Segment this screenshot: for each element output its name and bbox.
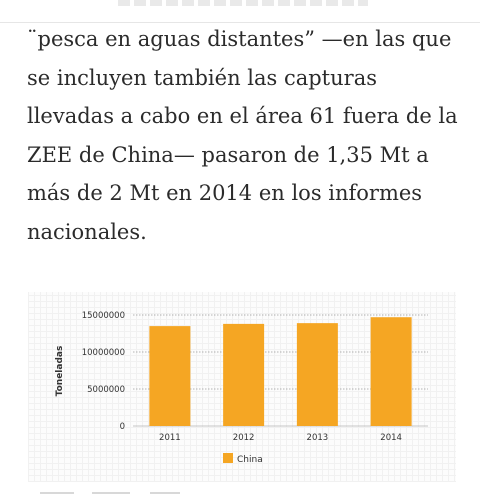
y-axis-ticks: 0 5000000 10000000 15000000 [82, 311, 125, 432]
bar-2011 [149, 326, 191, 426]
x-tick-label: 2012 [233, 433, 255, 443]
article-body: ¨pesca en aguas distantes” —en las que s… [27, 20, 467, 251]
bottom-divider [0, 488, 480, 496]
bar-chart: 0 5000000 10000000 15000000 2011 2012 2013 201… [28, 292, 456, 482]
faded-header-text [118, 0, 368, 6]
x-axis-ticks: 2011 2012 2013 2014 [159, 433, 402, 443]
bar-2014 [370, 317, 412, 426]
top-divider [0, 0, 480, 23]
y-tick-label: 5000000 [87, 385, 125, 395]
y-tick-label: 10000000 [82, 348, 125, 358]
x-tick-label: 2014 [380, 433, 402, 443]
chart-bars [149, 317, 412, 426]
article-paragraph: ¨pesca en aguas distantes” —en las que s… [27, 27, 458, 244]
y-axis-label: Toneladas [55, 346, 65, 397]
chart-legend: China [223, 453, 263, 465]
y-tick-label: 15000000 [82, 311, 125, 321]
x-tick-label: 2011 [159, 433, 181, 443]
bar-2013 [296, 323, 338, 426]
x-tick-label: 2013 [307, 433, 329, 443]
legend-label-china: China [237, 455, 263, 465]
legend-swatch-china [223, 453, 233, 463]
y-tick-label: 0 [120, 422, 125, 432]
bar-2012 [223, 323, 265, 426]
